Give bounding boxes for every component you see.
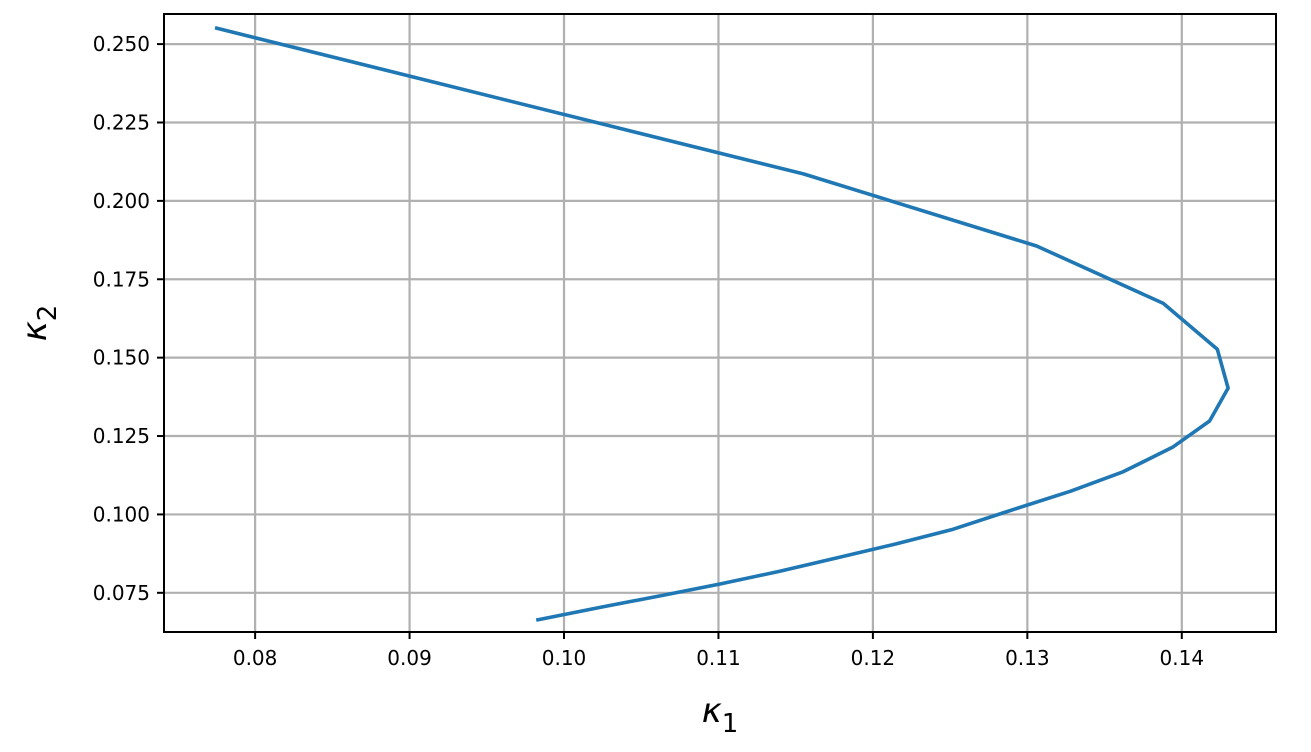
- y-axis-label-sub: 2: [33, 305, 63, 322]
- y-axis: 0.075 0.100 0.125 0.150 0.175 0.200 0.225 0.250: [93, 32, 164, 605]
- x-axis-label-sub: 1: [722, 709, 739, 739]
- y-tick-label: 0.200: [93, 189, 150, 213]
- y-axis-label: κ2: [15, 305, 63, 342]
- y-tick-label: 0.175: [93, 267, 150, 291]
- series-layer: [214, 26, 1230, 622]
- y-tick-label: 0.125: [93, 424, 150, 448]
- y-tick-label: 0.075: [93, 581, 150, 605]
- x-axis: 0.08 0.09 0.10 0.11 0.12 0.13 0.14: [233, 632, 1204, 670]
- y-tick-label: 0.100: [93, 502, 150, 526]
- y-axis-label-base: κ: [15, 321, 55, 341]
- y-tick-label: 0.250: [93, 32, 150, 56]
- x-axis-label: κ1: [702, 691, 739, 739]
- y-tick-label: 0.225: [93, 110, 150, 134]
- x-tick-label: 0.13: [1005, 646, 1050, 670]
- x-tick-label: 0.11: [696, 646, 741, 670]
- x-axis-label-base: κ: [702, 691, 722, 731]
- x-tick-label: 0.14: [1160, 646, 1205, 670]
- x-tick-label: 0.08: [233, 646, 278, 670]
- grid: [164, 14, 1276, 632]
- x-tick-label: 0.10: [542, 646, 587, 670]
- x-tick-label: 0.12: [851, 646, 896, 670]
- series-line: [214, 26, 1230, 622]
- x-tick-label: 0.09: [387, 646, 432, 670]
- y-tick-label: 0.150: [93, 346, 150, 370]
- plot-frame: [163, 13, 1277, 633]
